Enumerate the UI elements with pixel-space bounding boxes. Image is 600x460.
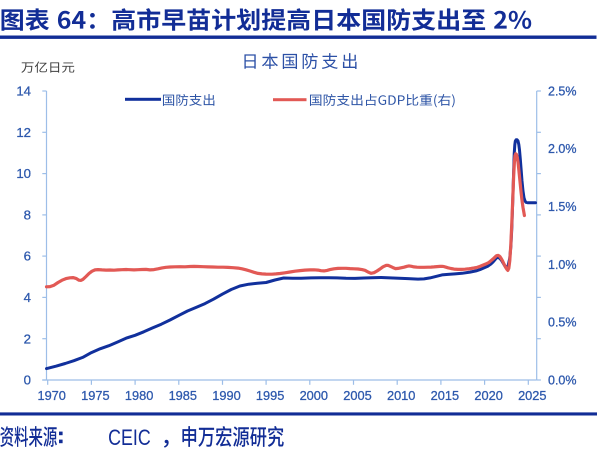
svg-text:1975: 1975 [81, 388, 109, 403]
svg-text:2.5%: 2.5% [548, 84, 577, 98]
svg-text:1970: 1970 [37, 388, 65, 403]
svg-text:4: 4 [24, 290, 31, 305]
svg-text:10: 10 [16, 166, 31, 181]
svg-text:2025: 2025 [518, 388, 546, 403]
svg-text:0.0%: 0.0% [548, 373, 577, 387]
svg-text:2: 2 [24, 331, 31, 346]
svg-text:0.5%: 0.5% [548, 316, 577, 330]
svg-text:2000: 2000 [300, 388, 328, 403]
svg-text:CEIC: CEIC [108, 426, 151, 450]
svg-text:6: 6 [24, 249, 31, 264]
svg-text:1.0%: 1.0% [548, 258, 577, 272]
svg-text:2.0%: 2.0% [548, 142, 577, 156]
svg-text:1995: 1995 [256, 388, 284, 403]
svg-text:2010: 2010 [387, 388, 415, 403]
svg-text:2015: 2015 [431, 388, 459, 403]
svg-text:12: 12 [16, 125, 31, 140]
svg-text:2020: 2020 [474, 388, 502, 403]
svg-text:1980: 1980 [125, 388, 153, 403]
svg-text:1985: 1985 [169, 388, 197, 403]
svg-text:8: 8 [24, 208, 31, 223]
svg-text:2005: 2005 [343, 388, 371, 403]
svg-text:14: 14 [16, 84, 31, 99]
svg-text:1990: 1990 [212, 388, 240, 403]
svg-text:0: 0 [24, 373, 31, 388]
svg-text:1.5%: 1.5% [548, 200, 577, 214]
